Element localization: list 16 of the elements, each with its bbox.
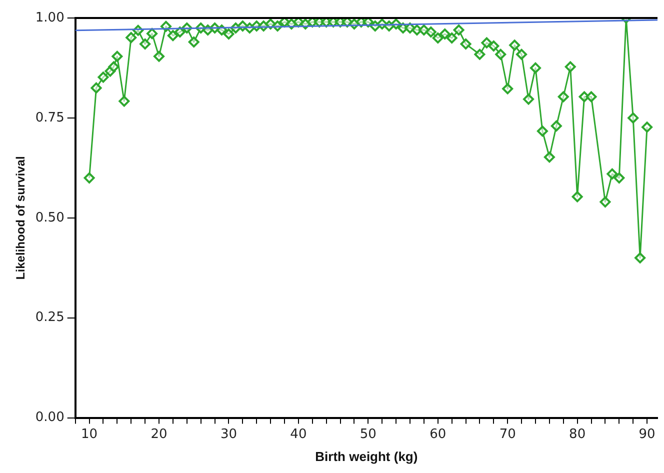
x-tick-label: 90 bbox=[638, 426, 656, 442]
y-tick-label: 0.25 bbox=[35, 310, 64, 326]
y-tick-label: 1.00 bbox=[35, 10, 64, 26]
x-tick-label: 70 bbox=[499, 426, 516, 442]
x-tick-label: 20 bbox=[150, 426, 168, 442]
x-tick-label: 40 bbox=[290, 426, 307, 442]
y-tick-label: 0.00 bbox=[35, 410, 64, 426]
y-tick-label: 0.75 bbox=[35, 110, 64, 126]
x-tick-label: 50 bbox=[360, 426, 376, 442]
x-tick-label: 80 bbox=[569, 426, 586, 442]
y-tick-label: 0.50 bbox=[35, 210, 64, 226]
x-tick-label: 10 bbox=[81, 426, 98, 442]
x-tick-label: 30 bbox=[220, 426, 237, 442]
x-tick-label: 60 bbox=[430, 426, 446, 442]
y-axis-title: Likelihood of survival bbox=[14, 156, 28, 280]
x-axis-title: Birth weight (kg) bbox=[315, 448, 418, 464]
